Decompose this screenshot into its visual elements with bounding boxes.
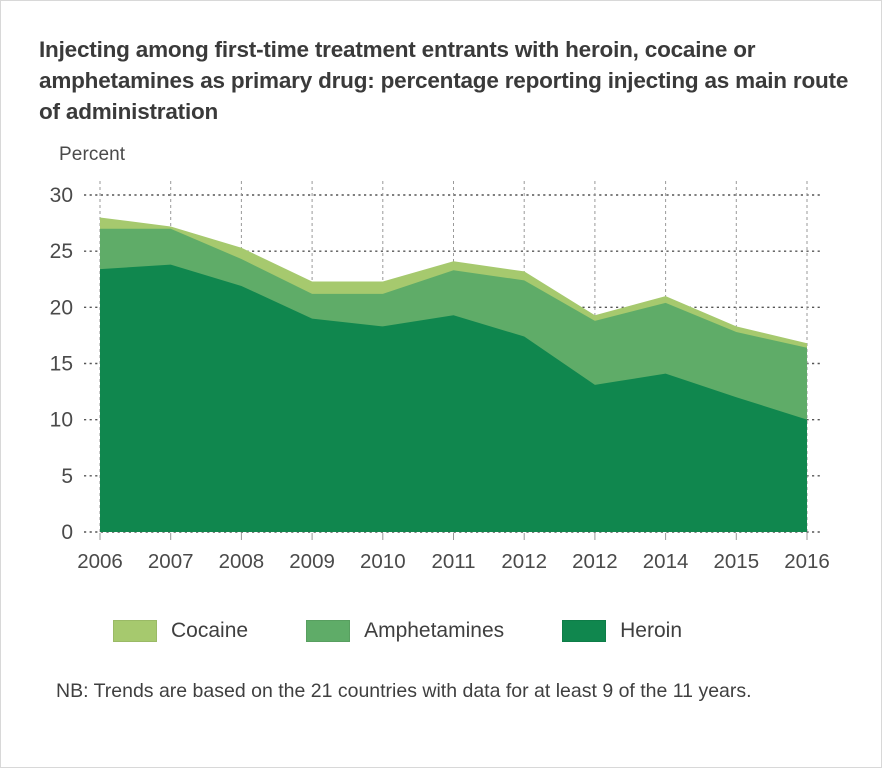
legend-label-heroin: Heroin [620,619,683,642]
legend-item-heroin[interactable]: Heroin [562,619,682,643]
x-tick-label: 2014 [643,550,689,573]
x-tick-label: 2012 [572,550,618,573]
chart-legend: Cocaine Amphetamines Heroin [113,619,682,643]
x-tick-label: 2016 [784,550,830,573]
y-tick-label: 0 [61,521,73,544]
legend-swatch-heroin [562,620,607,642]
x-tick-label: 2011 [431,550,475,573]
x-tick-label: 2009 [289,550,335,573]
x-tick-label: 2008 [219,550,265,573]
x-tick-label: 2006 [77,550,123,573]
legend-label-cocaine: Cocaine [171,619,249,642]
x-tick-label: 2015 [713,550,759,573]
x-tick-label: 2012 [501,550,547,573]
legend-swatch-amphetamines [306,620,351,642]
page-title: Injecting among first-time treatment ent… [39,37,849,124]
area-heroin [100,264,807,532]
legend-swatch-cocaine [113,620,157,642]
area-series-group [100,217,807,532]
legend-item-cocaine[interactable]: Cocaine [113,619,248,643]
chart-footnote: NB: Trends are based on the 21 countries… [56,680,752,702]
y-tick-label: 10 [50,409,73,432]
x-tick-marks-group [99,533,808,540]
legend-label-amphetamines: Amphetamines [364,619,505,642]
y-tick-label: 20 [50,296,73,319]
x-tick-label: 2010 [360,550,406,573]
x-tick-label: 2007 [148,550,194,573]
y-tick-label: 15 [50,353,73,376]
x-tick-labels-group: 2006 2007 2008 2009 2010 2011 2012 2012 2014 2015… [77,550,830,573]
y-tick-label: 25 [50,240,73,263]
legend-item-amphetamines[interactable]: Amphetamines [306,619,504,643]
y-tick-label: 30 [50,184,73,207]
y-tick-label: 5 [61,465,73,488]
y-tick-labels-group: 0 5 10 15 20 25 30 [50,184,73,544]
y-axis-title: Percent [59,144,126,165]
